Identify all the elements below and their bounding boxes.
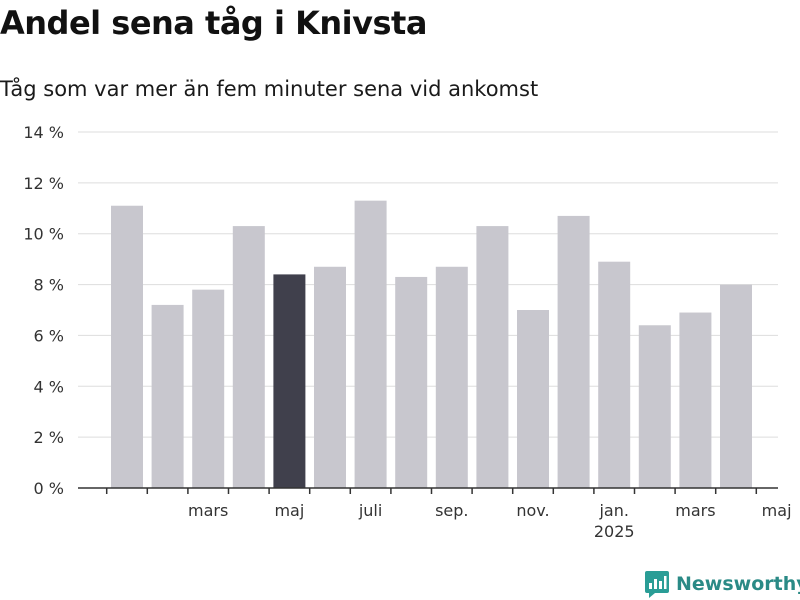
brand-name: Newsworthy bbox=[676, 573, 800, 595]
bar bbox=[517, 310, 549, 488]
bar bbox=[192, 289, 225, 488]
bar bbox=[557, 215, 590, 488]
bar bbox=[476, 226, 509, 489]
x-tick-label: maj bbox=[274, 501, 304, 520]
bar bbox=[598, 261, 631, 488]
bar bbox=[314, 266, 346, 488]
bar bbox=[720, 284, 752, 488]
y-tick-label: 2 % bbox=[34, 428, 64, 447]
x-tick-label: sep. bbox=[435, 501, 468, 520]
x-tick-label: maj bbox=[762, 501, 792, 520]
bar bbox=[232, 226, 265, 489]
bar bbox=[273, 274, 306, 488]
x-tick-label: jan. bbox=[598, 501, 628, 520]
bar bbox=[435, 266, 468, 488]
y-tick-label: 0 % bbox=[34, 479, 64, 498]
x-tick-year-label: 2025 bbox=[594, 522, 635, 541]
y-tick-label: 6 % bbox=[34, 326, 64, 345]
x-tick-label: mars bbox=[675, 501, 715, 520]
y-tick-label: 10 % bbox=[23, 225, 64, 244]
x-tick-label: juli bbox=[358, 501, 382, 520]
bar-chart: 0 % 2 % 4 % 6 % 8 % 10 % 12 % 14 % mars maj juli se… bbox=[23, 123, 792, 541]
bar bbox=[679, 312, 712, 488]
chart-subtitle: Tåg som var mer än fem minuter sena vid … bbox=[0, 77, 539, 101]
newsworthy-logo-icon bbox=[645, 571, 669, 598]
chart-title: Andel sena tåg i Knivsta bbox=[0, 4, 427, 42]
y-tick-label: 4 % bbox=[34, 377, 64, 396]
x-tick-label: nov. bbox=[516, 501, 549, 520]
brand-logo: Newsworthy bbox=[644, 568, 800, 600]
bar bbox=[395, 276, 428, 488]
bar bbox=[111, 205, 143, 488]
bar bbox=[151, 304, 184, 488]
y-tick-label: 14 % bbox=[23, 123, 64, 142]
bar bbox=[354, 200, 387, 488]
y-tick-label: 8 % bbox=[34, 276, 64, 295]
x-tick-label: mars bbox=[188, 501, 228, 520]
y-tick-label: 12 % bbox=[23, 174, 64, 193]
bar bbox=[638, 325, 671, 488]
